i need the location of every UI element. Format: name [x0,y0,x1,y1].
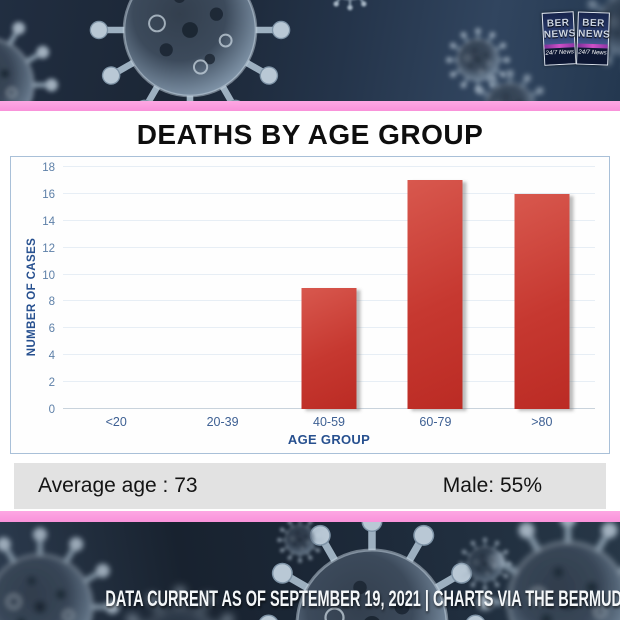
logo-tagline: 24/7 News [577,47,608,65]
bar-slot->80 [489,167,595,409]
pink-stripe-bottom [0,511,620,522]
virus-illustration-top [0,0,620,101]
plot-area: 0 2 4 6 8 10 12 14 16 18 [42,162,595,416]
footer-caption: DATA CURRENT AS OF SEPTEMBER 19, 2021 | … [105,586,620,611]
y-tick-label: 14 [42,215,55,228]
bar-60-79 [407,180,463,409]
y-tick-label: 6 [48,323,55,336]
y-tick-label: 8 [48,296,55,309]
x-tick-labels: <20 20-39 40-59 60-79 >80 [63,415,595,429]
y-tick-label: 0 [48,404,55,416]
average-age-text: Average age : 73 [38,474,198,497]
x-tick-label: 40-59 [313,415,345,429]
gridline [63,219,595,221]
x-tick-label: 60-79 [419,415,452,429]
bar-40-59 [301,288,357,409]
y-tick-label: 12 [42,242,55,255]
gridline [63,246,595,248]
x-tick-label: 20-39 [206,415,239,429]
gridline [63,166,595,167]
stats-bar: Average age : 73 Male: 55% [14,463,606,509]
chart-title: DEATHS BY AGE GROUP [136,119,484,150]
virus-background-bottom: DATA CURRENT AS OF SEPTEMBER 19, 2021 | … [0,522,620,620]
bar-chart: NUMBER OF CASES 0 2 4 6 8 10 12 14 16 18 <20 20-39… [10,156,610,454]
bar-slot-60-79 [382,167,488,409]
x-axis-title: AGE GROUP [287,432,371,447]
male-percentage-text: Male: 55% [442,474,542,497]
x-tick-label: <20 [105,415,127,429]
gridline [63,192,595,194]
logo-text-news: NEWS [577,28,611,41]
bar->80 [514,193,570,409]
bernews-logo-right-face: BER NEWS 24/7 News [576,11,611,66]
bar-slot-40-59 [276,167,382,409]
logo-tagline: 24/7 News [544,47,576,65]
y-tick-label: 2 [48,377,55,390]
y-tick-label: 10 [42,269,55,282]
pink-stripe-top [0,101,620,111]
y-tick-label: 4 [48,350,55,363]
y-tick-label: 18 [42,162,55,174]
y-tick-label: 16 [42,188,55,201]
bernews-logo: BER NEWS 24/7 News BER NEWS 24/7 News [541,11,611,66]
logo-text-news: NEWS [543,28,577,41]
virus-background-top: BER NEWS 24/7 News BER NEWS 24/7 News [0,0,620,101]
bar-slot-20-39 [169,167,275,409]
bars-row [63,167,595,409]
bar-slot-<20 [63,167,169,409]
bernews-logo-left-face: BER NEWS 24/7 News [541,11,577,66]
x-tick-label: >80 [531,415,553,429]
gridline [63,273,595,275]
